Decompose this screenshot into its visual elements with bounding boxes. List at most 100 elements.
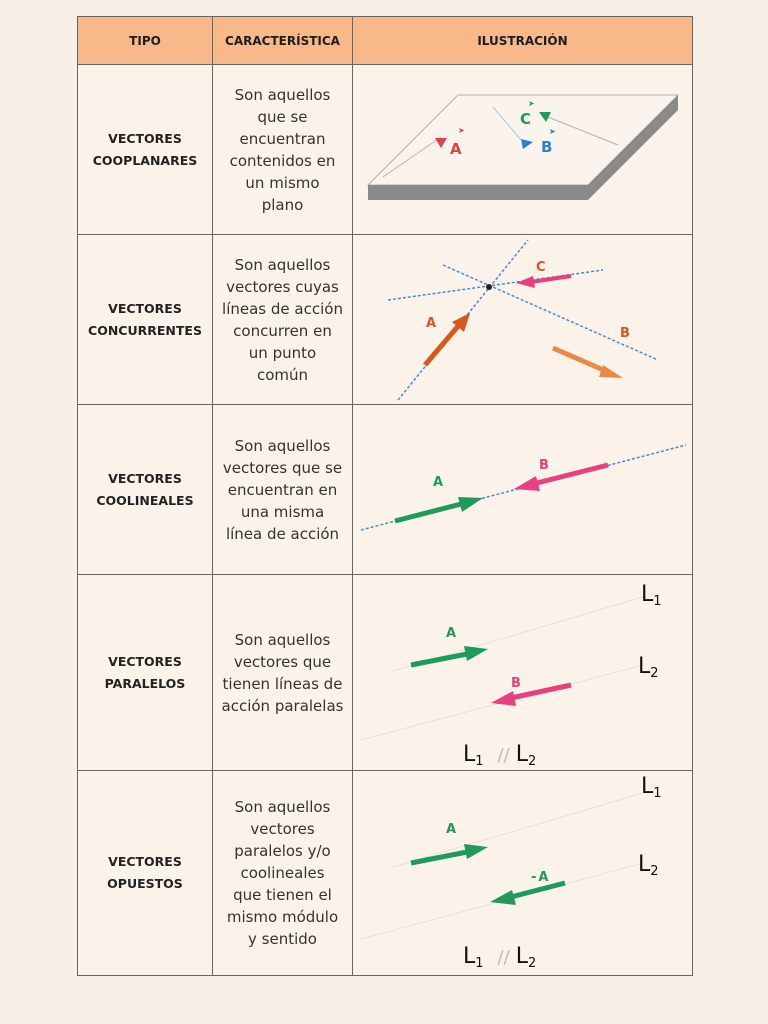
caracteristica-cell: Son aquellos vectores que se encuentran … xyxy=(212,404,353,575)
caracteristica-cell: Son aquellos vectores paralelos y/o cool… xyxy=(212,770,353,976)
car-line: línea de acción xyxy=(225,524,340,543)
vector-a-line xyxy=(382,136,442,178)
vector-c-label: C xyxy=(536,260,546,275)
concurrent-illustration: A C B xyxy=(387,239,659,401)
tipo-line: VECTORES xyxy=(108,300,182,316)
car-line: que tienen el xyxy=(233,886,332,904)
vector-b-arrowhead xyxy=(521,139,533,149)
vector-a-arrowhead xyxy=(452,313,470,332)
vector-a-shaft xyxy=(410,849,468,866)
header-tipo: TIPO xyxy=(77,16,213,65)
car-line: Son aquellos xyxy=(234,85,331,104)
header-row: TIPO CARACTERÍSTICA ILUSTRACIÓN xyxy=(77,16,693,65)
car-line: Son aquellos xyxy=(234,255,331,274)
tipo-cell: VECTORES OPUESTOS xyxy=(77,770,213,976)
label-l2: L2 xyxy=(638,654,659,681)
label-l: L xyxy=(638,654,651,679)
label-sub: 1 xyxy=(653,786,661,801)
label-l: L xyxy=(516,944,529,969)
label-l: L xyxy=(516,742,529,767)
label-sub: 1 xyxy=(653,594,661,609)
tipo-line: COOPLANARES xyxy=(92,152,198,168)
vector-types-table: TIPO CARACTERÍSTICA ILUSTRACIÓN VECTORES… xyxy=(77,16,693,976)
tipo-cell: VECTORES CONCURRENTES xyxy=(77,234,213,405)
car-line: que se xyxy=(257,107,308,126)
car-line: encuentran xyxy=(239,129,326,148)
label-l: L xyxy=(463,742,476,767)
car-line: líneas de acción xyxy=(222,299,343,318)
parallel-notation: L1//L2 xyxy=(463,742,536,769)
car-line: paralelos y/o xyxy=(234,842,331,860)
parallel-symbol: // xyxy=(498,745,511,766)
vector-c-arrowhead xyxy=(539,112,551,122)
label-sub: 2 xyxy=(528,754,536,769)
label-sub: 2 xyxy=(650,666,658,681)
illustration-cell: A C B xyxy=(352,234,693,405)
label-sub: 1 xyxy=(475,754,483,769)
car-line: coolineales xyxy=(240,864,325,882)
label-l: L xyxy=(463,944,476,969)
vector-c-accent-icon: ➤ xyxy=(528,99,535,108)
row-opuestos: VECTORES OPUESTOS Son aquellos vectores … xyxy=(77,770,693,976)
tipo-line: VECTORES xyxy=(108,854,182,869)
vector-c-arrowhead xyxy=(516,276,535,288)
vector-b-label: B xyxy=(511,676,521,691)
parallel-symbol: // xyxy=(498,947,511,968)
vector-a-label: A xyxy=(446,626,456,641)
label-sub: 2 xyxy=(650,864,658,879)
action-line-b xyxy=(442,264,659,361)
row-concurrentes: VECTORES CONCURRENTES Son aquellos vecto… xyxy=(77,234,693,405)
vector-c-line xyxy=(547,116,619,146)
tipo-line: VECTORES xyxy=(108,470,182,486)
tipo-line: CONCURRENTES xyxy=(88,322,202,338)
car-line: tienen líneas de xyxy=(222,674,343,693)
opposite-illustration: L1 L2 A -A L1//L2 xyxy=(360,774,662,971)
caracteristica-cell: Son aquellos vectores cuyas líneas de ac… xyxy=(212,234,353,405)
car-line: vectores que se xyxy=(222,458,343,477)
vector-a-shaft xyxy=(410,651,468,668)
tipo-line: COOLINEALES xyxy=(96,492,194,508)
caracteristica-cell: Son aquellos vectores que tienen líneas … xyxy=(212,574,353,771)
vector-a-arrowhead xyxy=(458,497,483,512)
car-line: un mismo xyxy=(245,173,320,192)
header-caracteristica: CARACTERÍSTICA xyxy=(212,16,353,65)
vector-neg-a-label: -A xyxy=(531,870,548,885)
tipo-cell: VECTORES COOPLANARES xyxy=(77,64,213,235)
car-line: Son aquellos xyxy=(234,798,331,816)
illustration-cell: A B xyxy=(352,404,693,575)
row-coolineales: VECTORES COOLINEALES Son aquellos vector… xyxy=(77,404,693,575)
label-l1: L1 xyxy=(641,582,662,609)
vector-b-label: B xyxy=(620,326,630,341)
car-line: acción paralelas xyxy=(221,696,344,715)
tipo-line: VECTORES xyxy=(108,653,182,669)
car-line: Son aquellos xyxy=(234,630,331,649)
vector-c-label: C xyxy=(520,110,531,128)
tipo-line: VECTORES xyxy=(108,130,182,146)
vector-b-shaft xyxy=(510,682,572,701)
neg-a-letter: A xyxy=(538,870,548,885)
row-paralelos: VECTORES PARALELOS Son aquellos vectores… xyxy=(77,574,693,771)
illustration-cell: L1 L2 A B L1//L2 xyxy=(352,574,693,771)
vector-b-arrowhead xyxy=(491,691,516,706)
label-l: L xyxy=(641,774,654,799)
vector-a-label: A xyxy=(433,475,443,490)
vector-a-accent-icon: ➤ xyxy=(458,126,465,135)
car-line: Son aquellos xyxy=(234,436,331,455)
plane-edge-front xyxy=(368,185,588,200)
row-cooplanares: VECTORES COOPLANARES Son aquellos que se… xyxy=(77,64,693,235)
label-l: L xyxy=(641,582,654,607)
vector-b-label: B xyxy=(539,458,549,473)
vector-neg-a-arrowhead xyxy=(490,890,516,905)
label-sub: 2 xyxy=(528,956,536,971)
concurrency-point xyxy=(486,284,492,290)
label-l2: L2 xyxy=(638,852,659,879)
tipo-cell: VECTORES COOLINEALES xyxy=(77,404,213,575)
vector-b-shaft xyxy=(552,345,609,375)
line-l1 xyxy=(392,792,644,868)
illustration-cell: A ➤ B ➤ C ➤ xyxy=(352,64,693,235)
label-sub: 1 xyxy=(475,956,483,971)
car-line: contenidos en xyxy=(229,151,336,170)
car-line: concurren en xyxy=(233,321,332,340)
car-line: común xyxy=(256,365,309,384)
car-line: encuentran en xyxy=(227,480,338,499)
